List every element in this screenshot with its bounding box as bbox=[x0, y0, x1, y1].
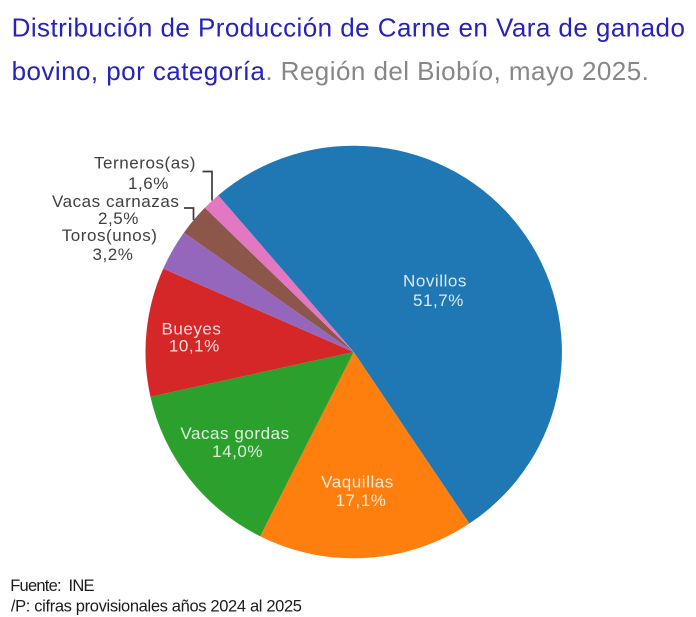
svg-text:2,5%: 2,5% bbox=[98, 209, 139, 228]
svg-text:bovino, por categoría. Región: bovino, por categoría. Región del Biobío… bbox=[12, 56, 650, 86]
svg-text:Toros(unos): Toros(unos) bbox=[62, 226, 158, 245]
svg-text:/P: cifras provisionales años: /P: cifras provisionales años 2024 al 20… bbox=[11, 597, 302, 615]
svg-text:14,0%: 14,0% bbox=[212, 442, 263, 461]
svg-text:1,6%: 1,6% bbox=[128, 174, 169, 193]
svg-text:10,1%: 10,1% bbox=[169, 337, 220, 356]
svg-text:Novillos: Novillos bbox=[403, 272, 467, 291]
svg-text:Terneros(as): Terneros(as) bbox=[94, 154, 196, 173]
svg-text:Fuente: INE: Fuente: INE bbox=[10, 577, 94, 595]
svg-text:Vacas carnazas: Vacas carnazas bbox=[52, 192, 179, 211]
svg-text:Vacas gordas: Vacas gordas bbox=[180, 424, 289, 443]
svg-text:17,1%: 17,1% bbox=[336, 491, 387, 510]
svg-text:3,2%: 3,2% bbox=[93, 245, 134, 264]
svg-text:Vaquillas: Vaquillas bbox=[321, 473, 394, 492]
svg-text:Distribución de Producción de: Distribución de Producción de Carne en V… bbox=[12, 13, 686, 43]
svg-text:Bueyes: Bueyes bbox=[161, 319, 221, 338]
svg-text:51,7%: 51,7% bbox=[413, 291, 464, 310]
